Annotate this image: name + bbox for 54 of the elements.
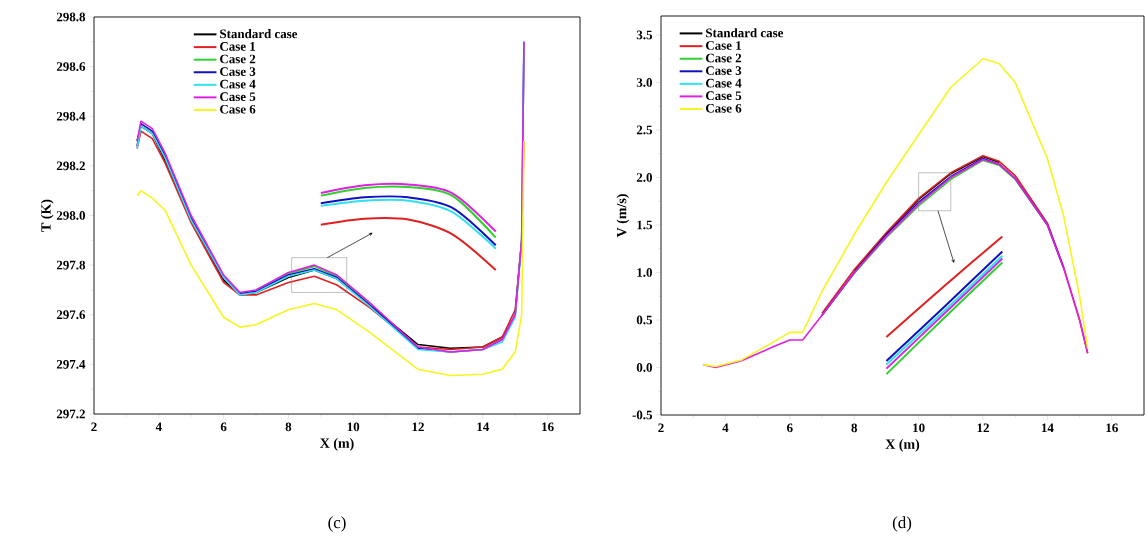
x-axis-title: X (m): [320, 438, 354, 451]
y-tick-label: 0.0: [636, 363, 653, 372]
y-tick-label: 297.4: [56, 359, 86, 369]
legend-label: Case 6: [220, 104, 256, 114]
y-tick-label: 298.0: [56, 211, 86, 220]
x-tick-label: 16: [542, 422, 554, 432]
y-tick-label: 297.8: [56, 260, 86, 270]
legend-label: Case 3: [705, 66, 742, 75]
x-tick-label: 12: [412, 422, 424, 432]
y-tick-label: 0.5: [636, 315, 653, 325]
legend-label: Case 5: [220, 92, 256, 102]
x-tick-label: 4: [155, 422, 162, 432]
y-tick-label: 1.5: [637, 220, 653, 230]
x-axis-title: X (m): [885, 439, 920, 452]
x-tick-label: 2: [91, 422, 97, 432]
legend-label: Standard case: [220, 29, 298, 39]
x-tick-label: 10: [913, 423, 925, 433]
x-tick-label: 6: [787, 423, 793, 433]
x-tick-label: 8: [285, 422, 292, 432]
x-tick-label: 4: [722, 423, 729, 433]
x-tick-label: 16: [1106, 423, 1118, 433]
legend-label: Case 4: [220, 79, 256, 89]
x-tick-label: 14: [1041, 423, 1054, 433]
y-axis-title: V (m/s): [616, 194, 630, 238]
legend-label: Case 1: [220, 42, 256, 51]
y-axis-title: T (K): [40, 199, 54, 232]
legend-label: Case 2: [220, 54, 256, 64]
y-tick-label: 298.8: [56, 12, 86, 22]
legend-label: Case 1: [705, 41, 742, 50]
y-tick-label: 3.0: [636, 78, 653, 87]
x-tick-label: 14: [477, 422, 490, 432]
y-tick-label: 2.5: [636, 125, 653, 135]
x-tick-label: 6: [220, 422, 227, 432]
y-tick-label: 298.2: [56, 161, 85, 171]
y-tick-label: 2.0: [636, 173, 653, 182]
x-tick-label: 2: [658, 423, 664, 433]
legend-label: Standard case: [706, 28, 784, 38]
legend-label: Case 5: [705, 91, 742, 101]
legend-label: Case 6: [705, 103, 742, 113]
text: (c): [328, 516, 346, 532]
y-tick-label: 298.4: [56, 111, 86, 121]
y-tick-label: 298.6: [56, 62, 86, 72]
x-tick-label: 10: [347, 422, 360, 432]
text: (d): [892, 516, 912, 532]
y-tick-label: 1.0: [637, 268, 653, 277]
x-tick-label: 8: [851, 423, 858, 433]
y-tick-label: 297.2: [56, 409, 85, 419]
legend-label: Case 3: [220, 67, 256, 76]
y-tick-label: -0.5: [632, 410, 653, 420]
y-tick-label: 3.5: [636, 30, 653, 40]
legend-label: Case 4: [705, 78, 742, 88]
y-tick-label: 297.6: [56, 310, 86, 320]
legend-label: Case 2: [705, 53, 742, 63]
x-tick-label: 12: [977, 423, 989, 433]
